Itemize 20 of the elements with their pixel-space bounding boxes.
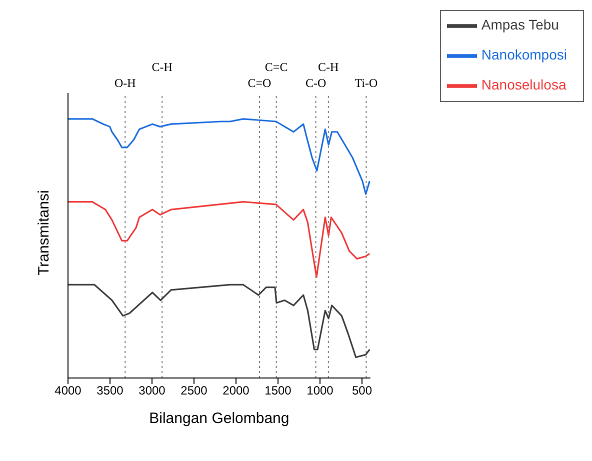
ref-line-label: Ti-O [354, 76, 378, 90]
x-tick-label: 4000 [54, 384, 82, 398]
x-tick-label: 3000 [138, 384, 166, 398]
x-tick-label: 1500 [264, 384, 292, 398]
ref-line-label: C=C [264, 60, 288, 74]
x-tick-label: 3500 [96, 384, 124, 398]
ref-line-label: C-H [318, 60, 340, 74]
legend-label: Ampas Tebu [481, 16, 559, 33]
x-tick-label: 2500 [180, 384, 208, 398]
ref-line-label: O-H [114, 76, 136, 90]
legend-label: Nanoselulosa [481, 76, 566, 93]
x-tick-label: 500 [352, 384, 372, 398]
ref-line-label: C-O [305, 76, 326, 90]
ref-line-label: C=O [248, 76, 272, 90]
x-tick-label: 2000 [222, 384, 250, 398]
y-axis-title: Transmitansi [35, 190, 52, 276]
ref-line-label: C-H [152, 60, 173, 74]
x-tick-label: 1000 [306, 384, 334, 398]
x-axis-title: Bilangan Gelombang [149, 410, 290, 427]
legend-label: Nanokomposi [481, 46, 567, 63]
